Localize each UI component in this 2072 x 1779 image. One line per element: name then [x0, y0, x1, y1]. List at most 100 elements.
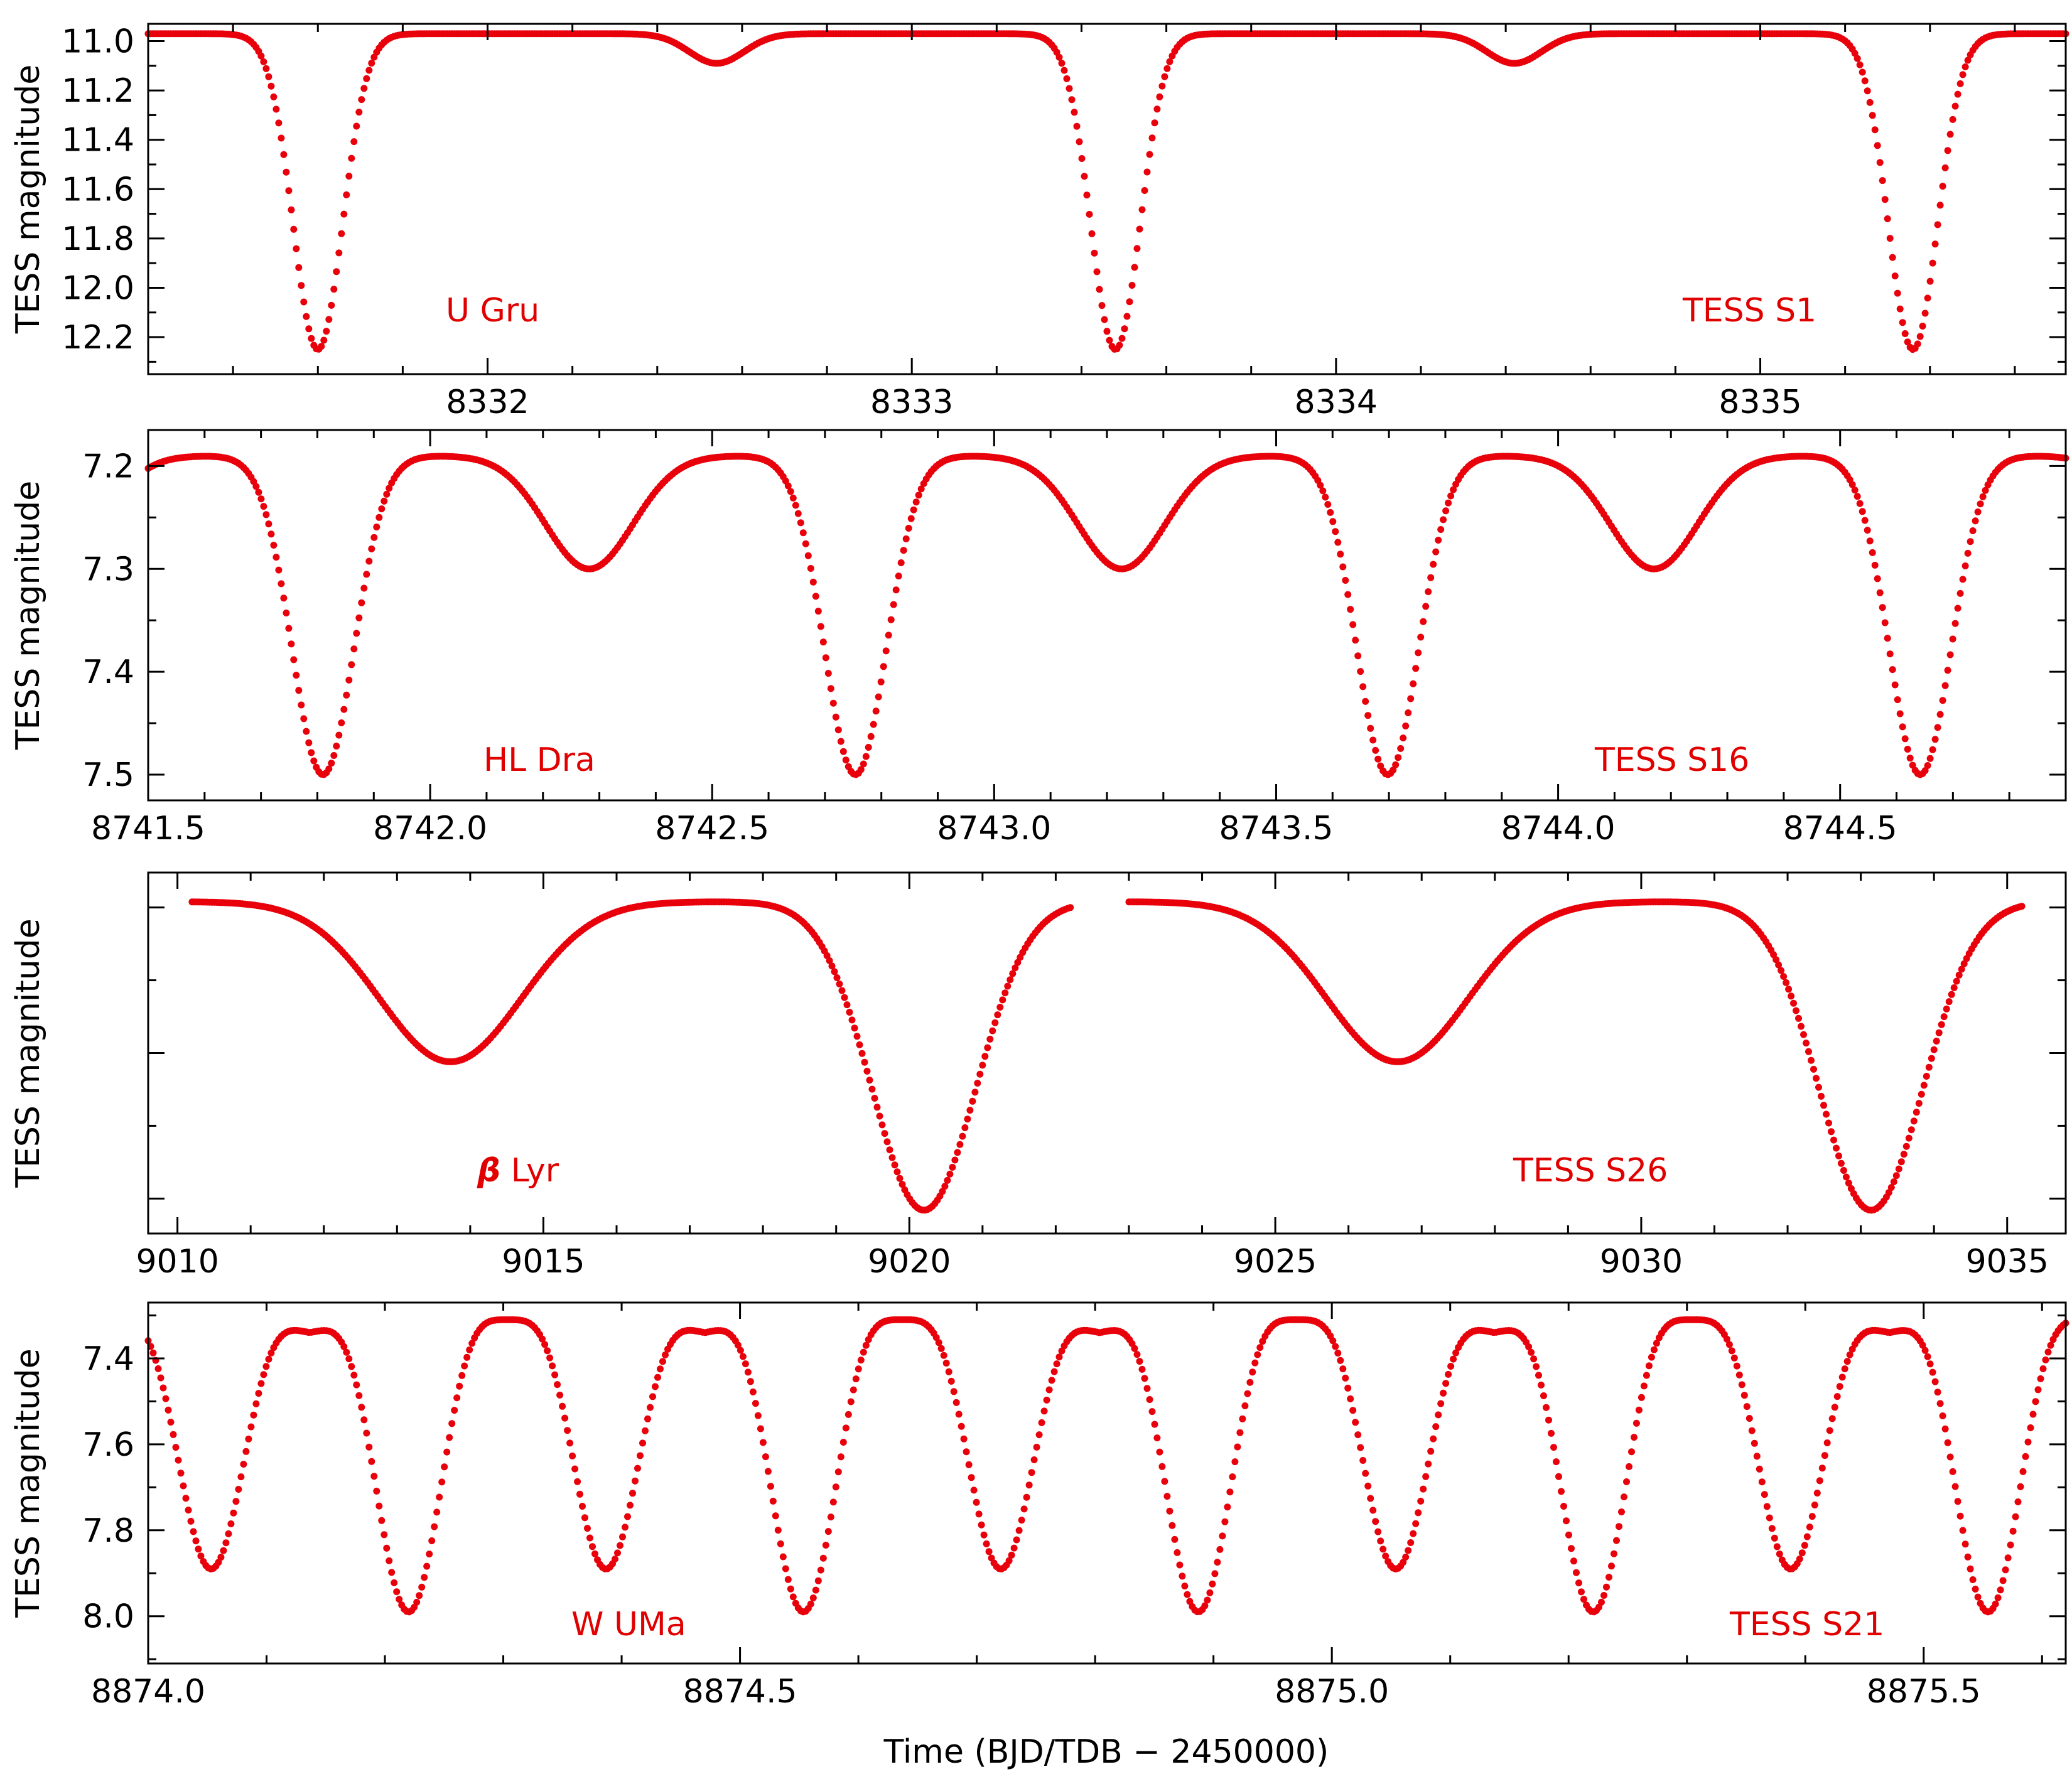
data-point — [1775, 961, 1783, 969]
data-point — [890, 601, 897, 608]
data-point — [1535, 1372, 1542, 1379]
y-tick-label: 12.0 — [62, 269, 134, 307]
data-point — [546, 1354, 554, 1362]
data-point — [1926, 755, 1934, 762]
data-point — [1319, 487, 1327, 495]
data-point — [1828, 1128, 1835, 1136]
data-point — [1946, 651, 1954, 658]
data-point — [1928, 1055, 1935, 1062]
data-point — [325, 765, 333, 773]
data-point — [1831, 1404, 1838, 1411]
data-point — [1934, 1389, 1941, 1396]
data-point — [443, 1448, 451, 1456]
data-point — [1921, 1346, 1929, 1354]
data-point — [1879, 177, 1886, 185]
data-point — [1575, 1579, 1582, 1587]
data-point — [300, 715, 308, 723]
data-point — [1357, 668, 1364, 675]
data-point — [2022, 1453, 2029, 1460]
data-point — [809, 578, 817, 586]
data-point — [1953, 977, 1960, 985]
panels: 8332 8333 8334 8335 11.0 11.2 11.4 11.6 11.8 12.0… — [9, 23, 2069, 1711]
data-point — [1073, 122, 1081, 130]
data-point — [1881, 619, 1889, 626]
data-point — [1425, 1460, 1432, 1468]
data-point — [1864, 87, 1871, 95]
data-point — [2019, 1468, 2027, 1475]
data-point — [1919, 323, 1926, 330]
data-point — [1580, 1596, 1587, 1603]
data-point — [1171, 1535, 1179, 1543]
data-point — [363, 1429, 370, 1437]
data-point — [851, 1024, 858, 1032]
data-point — [423, 1562, 431, 1570]
data-point — [1432, 1423, 1440, 1431]
data-point — [1161, 73, 1168, 80]
y-tick-label: 12.2 — [62, 319, 134, 357]
data-point — [1896, 710, 1904, 718]
data-point — [195, 1545, 202, 1553]
data-point — [809, 1594, 817, 1601]
data-point — [762, 1453, 769, 1461]
plot-frame — [147, 1301, 2067, 1665]
data-point — [1322, 493, 1329, 501]
x-tick-label: 9025 — [1234, 1243, 1317, 1281]
data-point — [1091, 249, 1098, 257]
data-point — [1977, 500, 1984, 508]
data-point — [952, 1399, 960, 1406]
data-point — [1256, 1344, 1264, 1352]
data-point — [1944, 667, 1951, 674]
data-point — [265, 73, 272, 80]
data-point — [1999, 1577, 2007, 1584]
data-point — [1337, 1357, 1344, 1364]
data-point — [1795, 1014, 1802, 1022]
data-point — [386, 485, 393, 492]
data-point — [624, 1513, 631, 1520]
data-point — [999, 996, 1006, 1004]
data-point — [619, 1533, 626, 1540]
data-point — [974, 1080, 981, 1087]
data-point — [1951, 102, 1959, 110]
data-point — [230, 1509, 237, 1517]
data-point — [1766, 1514, 1773, 1522]
data-point — [1420, 1485, 1427, 1493]
data-point — [265, 520, 272, 528]
data-point — [858, 1050, 866, 1057]
data-point — [386, 1557, 393, 1564]
data-point — [1427, 574, 1435, 581]
data-point — [1790, 999, 1797, 1007]
data-point — [1422, 1473, 1430, 1480]
data-point — [1881, 196, 1889, 203]
data-point — [260, 503, 267, 510]
data-point — [1367, 1495, 1374, 1502]
data-point — [1447, 1363, 1455, 1370]
star-name-label: HL Dra — [483, 741, 595, 779]
data-point — [1063, 75, 1071, 82]
data-point — [177, 1470, 185, 1477]
plot-frame — [147, 871, 2067, 1235]
data-point — [1621, 1493, 1627, 1501]
data-point — [996, 1004, 1004, 1011]
data-point — [1628, 1448, 1635, 1456]
data-point — [1008, 1551, 1015, 1559]
data-point — [1126, 298, 1133, 306]
data-point — [956, 1141, 964, 1148]
data-points — [144, 1316, 2069, 1616]
data-point — [1949, 116, 1956, 123]
data-point — [1317, 481, 1324, 489]
data-point — [1805, 1048, 1812, 1055]
data-point — [1925, 1063, 1933, 1071]
data-point — [885, 632, 892, 639]
data-point — [827, 1513, 834, 1521]
data-point — [839, 1439, 847, 1446]
data-point — [1949, 635, 1956, 643]
data-point — [955, 1411, 963, 1418]
data-point — [1066, 85, 1073, 92]
data-point — [350, 1372, 358, 1379]
data-point — [829, 699, 837, 707]
data-point — [1931, 240, 1939, 248]
data-point — [1048, 1377, 1055, 1384]
data-point — [842, 1424, 850, 1432]
data-point — [1956, 80, 1964, 87]
data-point — [1635, 1406, 1643, 1414]
